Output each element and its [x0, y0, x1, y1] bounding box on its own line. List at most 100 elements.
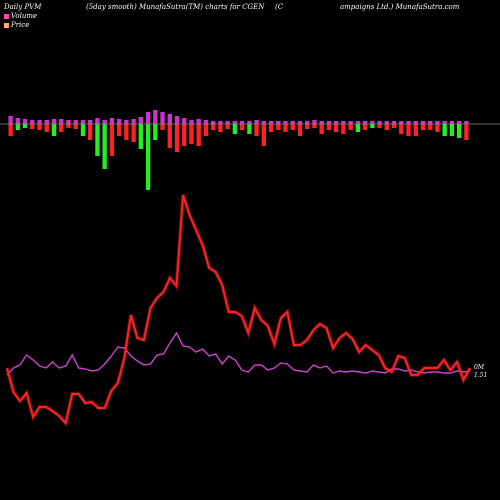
volume-bar-up — [283, 121, 288, 124]
volume-bar-down — [167, 124, 172, 148]
volume-bar-up — [362, 121, 368, 124]
volume-bar-up — [37, 120, 42, 124]
volume-bar-up — [254, 120, 259, 124]
volume-bar-up — [211, 121, 216, 124]
volume-bar-down — [203, 124, 209, 136]
price-line — [6, 194, 471, 426]
volume-bar-up — [326, 121, 332, 124]
volume-bar-down — [73, 124, 78, 129]
volume-bar-up — [174, 116, 180, 124]
volume-bar-up — [355, 121, 361, 124]
volume-bar-down — [232, 124, 238, 134]
volume-bar-up — [449, 121, 455, 124]
volume-bar-up — [268, 121, 274, 124]
volume-bar-up — [131, 119, 136, 124]
volume-bar-up — [153, 110, 158, 124]
volume-bar-down — [95, 124, 100, 156]
volume-bars — [8, 110, 469, 190]
volume-bar-up — [30, 120, 35, 124]
volume-bar-down — [464, 124, 469, 140]
end-label-top: 0M — [474, 364, 484, 371]
volume-bar-down — [124, 124, 129, 140]
volume-bar-down — [247, 124, 252, 134]
volume-bar-down — [80, 124, 86, 136]
volume-bar-up — [73, 120, 78, 124]
volume-bar-up — [167, 114, 172, 124]
volume-bar-up — [22, 119, 28, 124]
volume-swatch — [4, 13, 9, 19]
volume-bar-down — [435, 124, 440, 132]
volume-bar-down — [138, 124, 144, 149]
volume-bar-up — [203, 120, 209, 124]
volume-bar-down — [160, 124, 165, 130]
legend-price: Price — [4, 21, 29, 29]
volume-bar-up — [384, 121, 389, 124]
end-label-bottom: 1.51 — [474, 372, 488, 379]
volume-bar-up — [276, 121, 281, 124]
chart-header-right-b: ampaigns Ltd.) MunafaSutra.com — [340, 3, 460, 11]
volume-bar-up — [95, 118, 100, 124]
volume-bar-up — [160, 112, 165, 124]
volume-bar-down — [8, 124, 13, 136]
volume-bar-down — [145, 124, 151, 190]
volume-bar-up — [399, 121, 404, 124]
volume-bar-down — [326, 124, 332, 130]
volume-bar-down — [102, 124, 107, 169]
volume-bar-down — [384, 124, 389, 130]
volume-bar-up — [59, 119, 64, 124]
volume-bar-up — [406, 121, 411, 124]
volume-bar-down — [109, 124, 115, 156]
volume-bar-down — [297, 124, 303, 136]
volume-bar-up — [182, 118, 187, 124]
volume-bar-down — [420, 124, 426, 130]
volume-bar-up — [8, 116, 13, 124]
volume-bar-up — [247, 121, 252, 124]
volume-bar-up — [124, 120, 129, 124]
volume-bar-down — [30, 124, 35, 129]
volume-bar-down — [218, 124, 223, 132]
legend-volume-label: Volume — [11, 12, 38, 20]
volume-bar-down — [44, 124, 49, 132]
volume-bar-down — [399, 124, 404, 134]
volume-bar-down — [348, 124, 353, 130]
volume-bar-down — [355, 124, 361, 132]
chart-header-left: Daily PVM — [4, 3, 42, 11]
volume-bar-up — [297, 121, 303, 124]
volume-bar-down — [116, 124, 122, 136]
price-swatch — [4, 22, 9, 28]
volume-bar-up — [102, 120, 107, 124]
volume-bar-down — [261, 124, 266, 146]
volume-bar-up — [377, 121, 382, 124]
volume-bar-down — [305, 124, 310, 129]
volume-bar-up — [333, 121, 339, 124]
volume-bar-down — [290, 124, 295, 130]
volume-bar-down — [225, 124, 230, 129]
volume-bar-down — [312, 124, 317, 128]
volume-bar-down — [362, 124, 368, 130]
volume-bar-up — [80, 120, 86, 124]
volume-bar-down — [333, 124, 339, 132]
volume-bar-down — [413, 124, 418, 136]
volume-bar-down — [276, 124, 281, 130]
volume-bar-up — [232, 121, 238, 124]
volume-bar-up — [305, 121, 310, 124]
volume-bar-down — [131, 124, 136, 142]
volume-bar-down — [442, 124, 447, 136]
volume-bar-down — [391, 124, 397, 128]
volume-bar-up — [456, 121, 462, 124]
volume-bar-down — [428, 124, 433, 130]
volume-bar-up — [348, 121, 353, 124]
volume-bar-up — [420, 121, 426, 124]
volume-bar-down — [37, 124, 42, 130]
volume-bar-up — [218, 121, 223, 124]
volume-bar-down — [51, 124, 57, 136]
volume-line — [6, 331, 471, 376]
volume-bar-up — [116, 119, 122, 124]
chart-header-right-a: (C — [275, 3, 284, 11]
volume-bar-up — [109, 118, 115, 124]
price-line-glow — [5, 194, 472, 428]
legend-price-label: Price — [11, 21, 30, 29]
volume-bar-up — [428, 121, 433, 124]
volume-bar-down — [22, 124, 28, 128]
volume-bar-down — [189, 124, 194, 144]
